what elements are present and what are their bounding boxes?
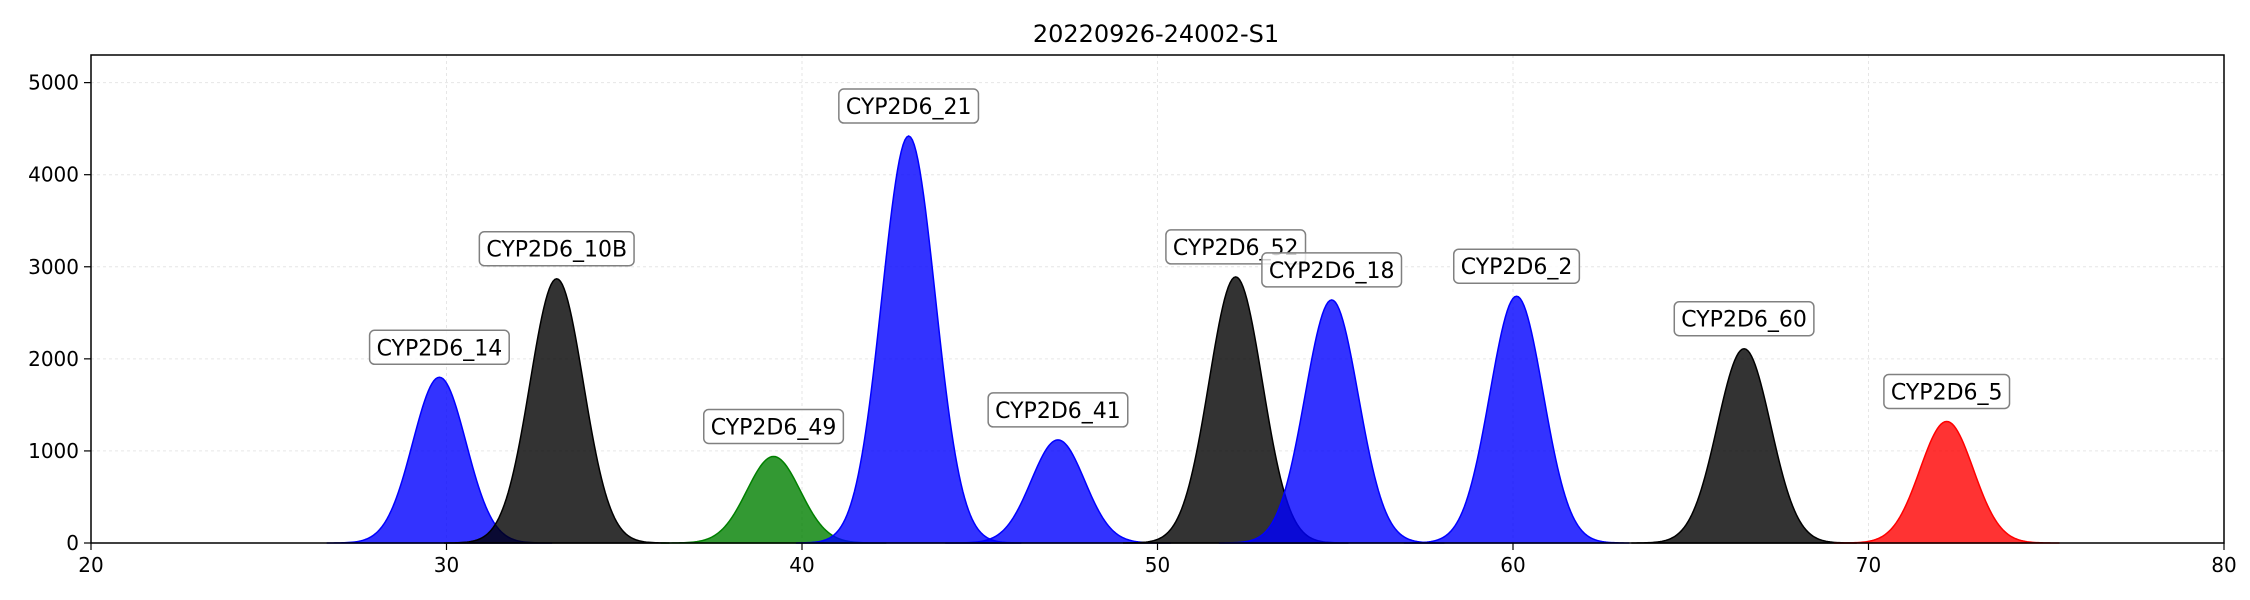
- x-tick-label: 70: [1856, 553, 1881, 577]
- y-tick-label: 4000: [28, 163, 79, 187]
- peak-label-box: CYP2D6_49: [703, 408, 845, 445]
- peak-label-frame: [368, 329, 510, 366]
- y-tick-label: 3000: [28, 255, 79, 279]
- chart-title: 20220926-24002-S1: [1033, 20, 1279, 48]
- peak-label-box: CYP2D6_14: [368, 329, 510, 366]
- y-tick-label: 2000: [28, 347, 79, 371]
- peak-label-box: CYP2D6_21: [838, 88, 980, 124]
- x-tick-label: 30: [434, 553, 459, 577]
- peak-label-box: CYP2D6_41: [987, 392, 1129, 428]
- peak-label-frame: [838, 88, 980, 124]
- x-tick-label: 20: [78, 553, 103, 577]
- peaks: [326, 135, 2060, 544]
- peak-label-box: CYP2D6_5: [1883, 373, 2011, 410]
- y-tick-label: 1000: [28, 439, 79, 463]
- peak-label-frame: [703, 408, 845, 445]
- peak-label: CYP2D6_14: [377, 336, 503, 361]
- x-tick-label: 80: [2211, 553, 2236, 577]
- peak-cyp2d6-41: [945, 439, 1171, 544]
- peak-cyp2d6-10b: [443, 277, 670, 544]
- x-tick-label: 50: [1145, 553, 1170, 577]
- peak-labels: CYP2D6_14 CYP2D6_10B CYP2D6_49 CYP2D6_21 CYP…: [368, 88, 2011, 445]
- peak-label: CYP2D6_10B: [486, 238, 627, 263]
- axes: 20 30 40 50 60 70 80 0 1000 2000 3000 4000 5000: [28, 71, 2237, 577]
- y-tick-label: 0: [66, 531, 79, 555]
- peak-cyp2d6-2: [1403, 295, 1630, 544]
- peak-label: CYP2D6_49: [711, 415, 837, 440]
- peak-label-frame: [1883, 373, 2011, 410]
- peak-label-box: CYP2D6_18: [1261, 252, 1403, 288]
- peak-label-box: CYP2D6_10B: [478, 230, 635, 267]
- peak-cyp2d6-5: [1833, 420, 2060, 544]
- peak-label: CYP2D6_2: [1461, 255, 1573, 280]
- peak-label-box: CYP2D6_60: [1673, 300, 1815, 337]
- peak-label-frame: [1673, 300, 1815, 337]
- peak-cyp2d6-21: [795, 135, 1022, 544]
- peak-label: CYP2D6_21: [846, 95, 972, 120]
- peak-label-frame: [1261, 252, 1403, 288]
- peak-label-frame: [1452, 248, 1581, 284]
- peak-cyp2d6-60: [1631, 347, 1857, 544]
- peak-label-frame: [478, 230, 635, 267]
- peak-label-box: CYP2D6_2: [1452, 248, 1581, 284]
- peak-label-frame: [987, 392, 1129, 428]
- peak-label: CYP2D6_60: [1681, 308, 1807, 333]
- y-tick-label: 5000: [28, 71, 79, 95]
- x-tick-label: 60: [1500, 553, 1525, 577]
- peak-label: CYP2D6_5: [1891, 380, 2003, 405]
- peak-label: CYP2D6_41: [995, 399, 1121, 424]
- peak-cyp2d6-18: [1218, 299, 1445, 544]
- x-tick-label: 40: [789, 553, 814, 577]
- peak-label: CYP2D6_18: [1269, 259, 1395, 284]
